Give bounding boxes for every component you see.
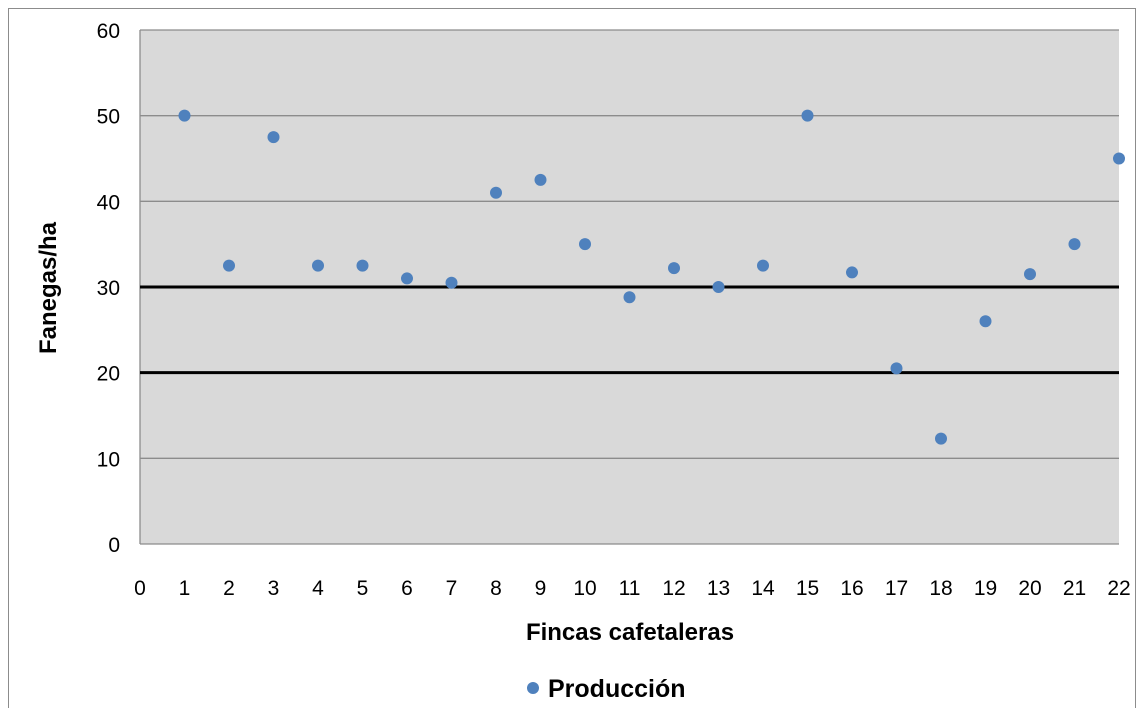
data-point xyxy=(1024,268,1036,281)
x-tick-label: 15 xyxy=(796,577,819,600)
x-tick-label: 19 xyxy=(974,577,997,600)
data-point xyxy=(979,315,992,328)
x-axis-title: Fincas cafetaleras xyxy=(526,619,734,646)
data-point xyxy=(1113,152,1125,165)
data-point xyxy=(267,131,280,144)
data-point xyxy=(712,281,725,293)
data-point xyxy=(579,238,591,251)
data-point xyxy=(312,259,324,272)
x-tick-label: 22 xyxy=(1107,577,1130,600)
y-tick-label: 60 xyxy=(97,20,120,43)
data-point xyxy=(445,276,458,289)
data-point xyxy=(935,432,947,445)
data-point xyxy=(846,266,858,279)
x-tick-label: 9 xyxy=(535,577,547,600)
x-tick-label: 10 xyxy=(573,577,596,600)
x-tick-label: 0 xyxy=(134,577,146,600)
data-point xyxy=(356,259,369,272)
data-point xyxy=(178,109,191,122)
x-tick-label: 8 xyxy=(490,577,502,600)
x-tick-label: 7 xyxy=(446,577,458,600)
x-tick-label: 4 xyxy=(312,577,324,600)
x-tick-label: 2 xyxy=(223,577,235,600)
y-tick-label: 20 xyxy=(97,363,120,386)
y-tick-label: 50 xyxy=(97,106,120,129)
y-tick-label: 40 xyxy=(97,191,120,214)
x-tick-label: 1 xyxy=(179,577,191,600)
x-tick-label: 20 xyxy=(1018,577,1041,600)
data-point xyxy=(668,262,680,275)
legend-label: Producción xyxy=(548,675,686,703)
x-tick-label: 12 xyxy=(662,577,685,600)
x-tick-label: 6 xyxy=(401,577,413,600)
x-tick-label: 16 xyxy=(840,577,863,600)
legend: Producción xyxy=(527,675,686,703)
x-tick-label: 17 xyxy=(885,577,908,600)
x-tick-label: 21 xyxy=(1063,577,1086,600)
data-point xyxy=(223,259,235,272)
data-point xyxy=(801,109,814,122)
y-tick-label: 10 xyxy=(97,448,120,471)
x-tick-label: 18 xyxy=(929,577,952,600)
y-tick-label: 30 xyxy=(97,277,120,300)
x-tick-label: 13 xyxy=(707,577,730,600)
data-points xyxy=(178,109,1125,445)
x-tick-label: 3 xyxy=(268,577,280,600)
y-axis-ticks: 0 10 20 30 40 50 60 xyxy=(97,20,120,557)
data-point xyxy=(757,259,769,272)
y-axis-title: Fanegas/ha xyxy=(35,221,62,354)
x-tick-label: 11 xyxy=(619,577,641,600)
data-point xyxy=(490,186,502,199)
x-axis-ticks: 0 1 2 3 4 5 6 7 8 9 10 11 12 13 14 15 16 17 18 19 20 21 22 xyxy=(134,577,1131,600)
x-tick-label: 5 xyxy=(357,577,369,600)
y-tick-label: 0 xyxy=(108,534,120,557)
data-point xyxy=(401,272,413,285)
reference-lines xyxy=(140,285,1119,375)
data-point xyxy=(890,362,903,375)
data-point xyxy=(534,173,547,186)
data-point xyxy=(623,291,636,304)
legend-marker xyxy=(527,682,539,694)
x-tick-label: 14 xyxy=(751,577,775,600)
data-point xyxy=(1068,238,1081,251)
